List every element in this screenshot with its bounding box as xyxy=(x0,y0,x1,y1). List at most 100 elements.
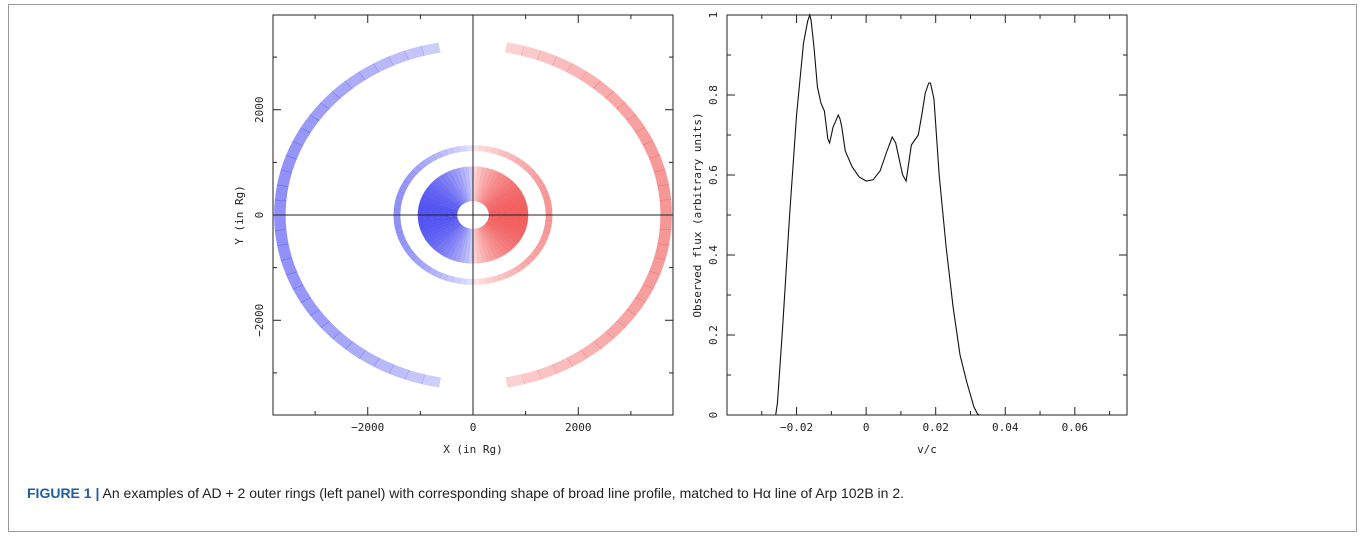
ring-segment xyxy=(487,194,525,211)
ring-segment xyxy=(439,149,449,158)
ring-segment xyxy=(485,186,521,209)
ring-segment xyxy=(593,331,615,350)
ring-segment xyxy=(635,284,654,303)
ring-segment xyxy=(404,369,426,385)
ring-segment xyxy=(394,226,403,234)
ring-segment xyxy=(488,217,528,228)
ring-segment xyxy=(404,246,414,256)
left-y-tick-label: 2000 xyxy=(253,96,266,123)
ring-segment xyxy=(320,91,341,110)
ring-segment xyxy=(519,161,530,170)
ring-segment xyxy=(521,369,542,385)
ring-segment xyxy=(427,267,437,276)
left-y-axis-label: Y (in Rg) xyxy=(233,185,246,245)
ring-segment xyxy=(417,215,458,220)
ring-segment xyxy=(532,174,542,184)
ring-segment xyxy=(503,270,513,279)
ring-segment xyxy=(419,198,459,212)
ring-segment xyxy=(514,157,525,167)
right-x-tick-label: −0.02 xyxy=(780,421,813,434)
ring-segment xyxy=(642,270,661,289)
ring-segment xyxy=(538,236,548,245)
right-y-axis-label: Observed flux (arbitrary units) xyxy=(691,112,704,317)
left-x-tick-label: 0 xyxy=(470,421,477,434)
figure-caption-text: An examples of AD + 2 outer rings (left … xyxy=(102,485,905,501)
left-x-tick-label: 2000 xyxy=(565,421,592,434)
ring-segment xyxy=(616,102,636,121)
ring-segment xyxy=(551,56,573,73)
right-y-tick-label: 0.6 xyxy=(707,165,720,185)
ring-segment xyxy=(478,227,497,261)
ring-segment xyxy=(486,190,524,210)
ring-segment xyxy=(491,274,501,283)
ring-segment xyxy=(427,222,461,247)
ring-segment xyxy=(580,340,602,359)
ring-segment xyxy=(491,147,501,155)
ring-segment xyxy=(345,341,366,359)
ring-segment xyxy=(479,277,488,285)
ring-segment xyxy=(407,251,418,261)
ring-segment xyxy=(593,80,614,99)
ring-segment xyxy=(484,180,516,207)
ring-segment xyxy=(505,374,526,388)
ring-segment xyxy=(653,243,670,261)
ring-segment xyxy=(358,63,380,81)
ring-segment xyxy=(404,174,414,184)
ring-segment xyxy=(485,276,494,284)
ring-segment xyxy=(309,102,330,121)
ring-segment xyxy=(543,196,552,204)
ring-segment xyxy=(483,224,513,253)
ring-segment xyxy=(520,45,542,61)
ring-segment xyxy=(452,146,461,154)
ring-segment xyxy=(482,225,509,255)
disk-image-svg: −2000 −2000 0 0 2000 2000 X (in Rg) Y (in Rg) xyxy=(233,14,674,456)
ring-segment xyxy=(616,309,637,328)
ring-segment xyxy=(417,210,458,216)
ring-segment xyxy=(653,169,669,187)
left-y-tick-label: 0 xyxy=(253,212,266,219)
ring-segment xyxy=(433,151,443,160)
ring-segment xyxy=(528,169,539,179)
right-plot-frame xyxy=(726,14,1128,416)
ring-segment xyxy=(388,364,410,380)
ring-segment xyxy=(422,220,460,240)
ring-segment xyxy=(280,155,297,173)
ring-segment xyxy=(393,215,401,222)
ring-segment xyxy=(477,167,492,202)
ring-segment xyxy=(419,218,459,232)
ring-segment xyxy=(485,146,494,154)
ring-segment xyxy=(417,216,458,224)
ring-segment xyxy=(468,228,474,264)
ring-segment xyxy=(398,236,408,245)
ring-segment xyxy=(458,167,471,202)
ring-segment xyxy=(344,71,366,90)
ring-segment xyxy=(437,175,464,205)
ring-segment xyxy=(433,270,443,279)
ring-segment xyxy=(418,217,458,228)
ring-segment xyxy=(425,221,461,244)
ring-segment xyxy=(433,177,463,206)
ring-segment xyxy=(453,168,469,202)
ring-segment xyxy=(536,50,558,66)
left-tick-labels: −2000 −2000 0 0 2000 2000 xyxy=(253,96,592,434)
ring-segment xyxy=(480,226,505,258)
ring-segment xyxy=(441,172,466,204)
ring-segment xyxy=(277,243,293,261)
ring-segment xyxy=(421,194,459,211)
ring-segment xyxy=(427,183,461,208)
right-y-tick-label: 0 xyxy=(707,412,720,419)
ring-segment xyxy=(482,175,509,205)
figure-frame: −2000 −2000 0 0 2000 2000 X (in Rg) Y (in Rg)… xyxy=(8,4,1357,532)
ring-segment xyxy=(465,145,473,152)
ring-segment xyxy=(358,350,380,367)
ring-segment xyxy=(605,320,626,339)
figure-label: FIGURE 1 xyxy=(27,485,92,501)
ring-segment xyxy=(649,257,666,275)
ring-segment xyxy=(473,228,478,264)
right-x-tick-label: 0.02 xyxy=(922,421,949,434)
ring-segment xyxy=(541,231,550,239)
ring-segment xyxy=(445,147,455,156)
ring-segment xyxy=(292,284,312,303)
ring-segment xyxy=(463,166,472,202)
ring-segment xyxy=(441,226,466,258)
